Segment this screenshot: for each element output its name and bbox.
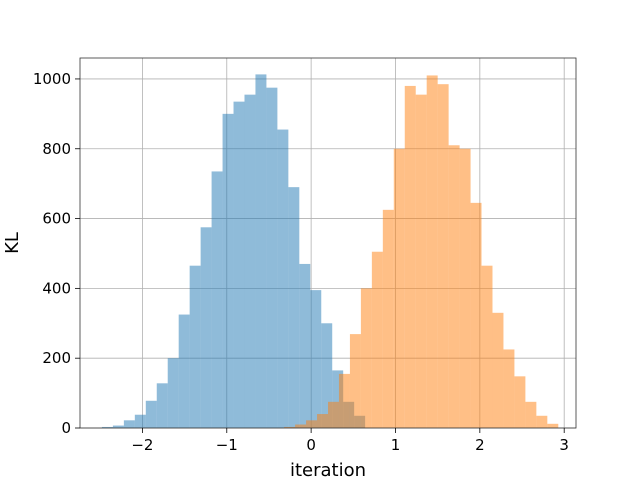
- y-axis-label: KL: [2, 232, 23, 254]
- y-tick-label: 400: [42, 279, 71, 297]
- histogram-bar-series-1: [288, 187, 300, 428]
- x-tick-label: −1: [216, 436, 238, 454]
- y-tick-label: 1000: [33, 70, 71, 88]
- histogram-bar-series-2: [360, 288, 372, 428]
- histogram-bar-series-2: [338, 373, 350, 428]
- histogram-bar-series-2: [317, 414, 328, 428]
- y-tick-label: 800: [42, 140, 71, 158]
- histogram-bar-series-1: [200, 227, 212, 428]
- histogram-bar-series-2: [295, 424, 307, 428]
- histogram-bar-series-2: [306, 420, 318, 428]
- histogram-bar-series-2: [382, 209, 394, 428]
- y-tick-label: 0: [61, 419, 71, 437]
- histogram-bar-series-2: [514, 376, 526, 428]
- histogram-bar-series-2: [371, 251, 383, 428]
- histogram-bar-series-1: [134, 414, 146, 428]
- histogram-bar-series-1: [310, 290, 322, 428]
- histogram-bar-series-2: [437, 84, 449, 428]
- x-tick-label: −2: [131, 436, 153, 454]
- histogram-bar-series-1: [233, 101, 245, 428]
- histogram-bar-series-1: [255, 74, 267, 428]
- histogram-bar-series-2: [481, 265, 493, 428]
- histogram-bar-series-1: [167, 358, 179, 428]
- histogram-bar-series-1: [277, 129, 289, 428]
- histogram-bar-series-1: [266, 87, 278, 429]
- plot-frame: [79, 57, 577, 429]
- y-tick-label: 200: [42, 349, 71, 367]
- histogram-bar-series-2: [349, 334, 361, 428]
- histogram-bar-series-1: [101, 426, 113, 428]
- histogram-bar-series-1: [211, 171, 223, 428]
- histogram-bar-series-1: [123, 420, 135, 428]
- histogram-bar-series-2: [426, 75, 438, 429]
- x-tick-label: 1: [391, 436, 401, 454]
- histogram-bar-series-1: [332, 370, 344, 428]
- histogram-bar-series-2: [536, 415, 548, 428]
- histogram-bar-series-2: [448, 145, 460, 428]
- histogram-bar-series-2: [470, 202, 482, 428]
- histogram-bar-series-2: [393, 148, 405, 429]
- x-axis-label: iteration: [290, 460, 366, 480]
- histogram-bar-series-1: [156, 383, 168, 428]
- histogram-bar-series-1: [222, 113, 234, 428]
- histogram-bar-series-1: [112, 425, 124, 428]
- histogram-bar-series-1: [189, 265, 201, 428]
- histogram-bar-series-1: [299, 263, 311, 428]
- histogram-bar-series-1: [178, 314, 190, 428]
- histogram-bar-series-2: [328, 401, 339, 428]
- x-tick-label: 3: [559, 436, 569, 454]
- histogram-bar-series-2: [525, 401, 537, 428]
- x-tick-label: 0: [306, 436, 316, 454]
- histogram-bar-series-1: [145, 400, 157, 428]
- histogram-bar-series-1: [244, 94, 256, 428]
- x-tick-label: 2: [475, 436, 485, 454]
- axis-ticks: −2 −1 0 1 2 3 0 200 400 600 800 1000: [33, 70, 569, 454]
- histogram-bar-series-2: [492, 312, 504, 428]
- y-tick-label: 600: [42, 210, 71, 228]
- histogram-bar-series-2: [459, 148, 471, 429]
- histogram-bar-series-1: [321, 323, 333, 428]
- histogram-bar-series-2: [503, 349, 515, 428]
- histogram-bar-series-2: [284, 426, 296, 428]
- histogram-bar-series-2: [404, 85, 416, 428]
- histogram-bar-series-2: [547, 423, 559, 428]
- histogram-bar-series-2: [415, 94, 427, 428]
- histogram-bars: [101, 74, 559, 429]
